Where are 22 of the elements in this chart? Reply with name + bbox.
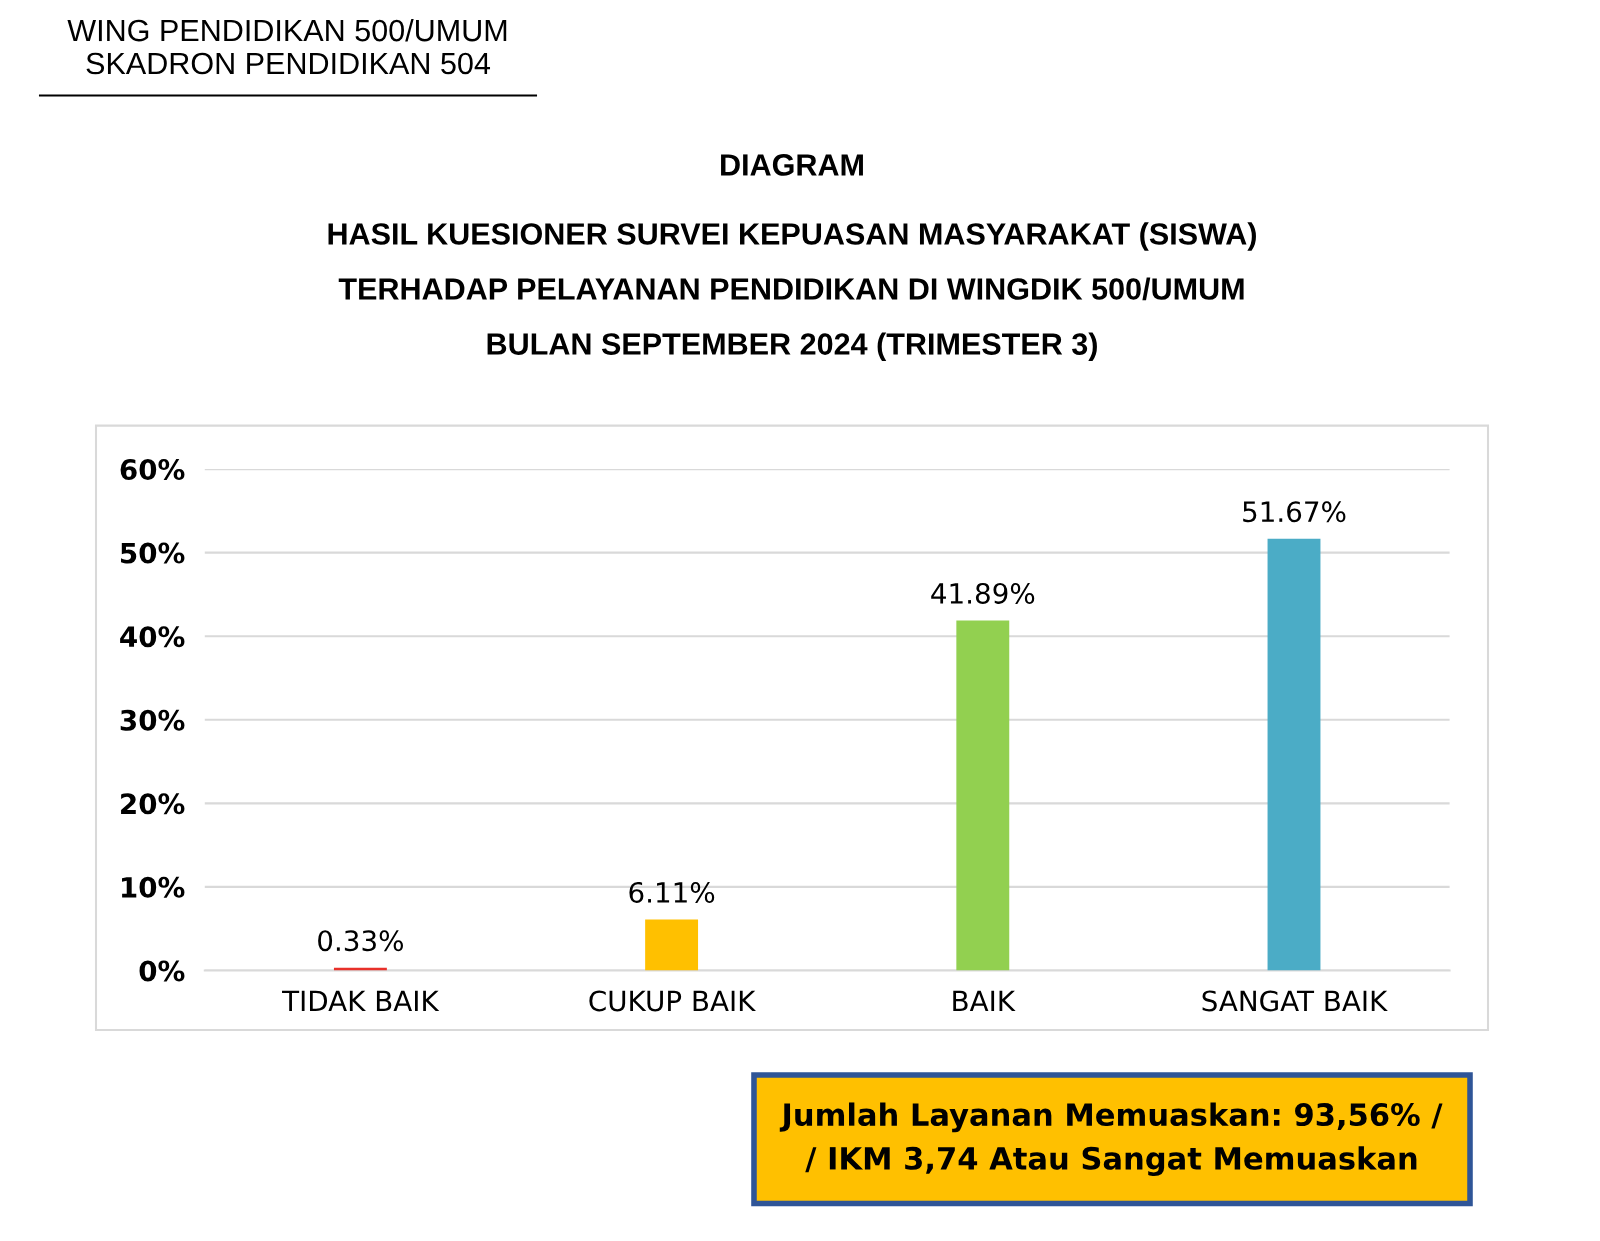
y-tick-label: 0% <box>139 960 185 982</box>
y-tick-label: 10% <box>122 876 185 898</box>
y-tick-label: 20% <box>121 793 185 815</box>
y-tick-label: 40% <box>120 626 185 648</box>
data-label: 0.33% <box>318 930 403 952</box>
bar <box>956 620 1010 971</box>
x-tick-label: BAIK <box>953 990 1016 1012</box>
data-label: 51.67% <box>1243 501 1346 523</box>
chart-subtitle: HASIL KUESIONER SURVEI KEPUASAN MASYARAKAT (SISWA) TERHADAP PELAYANAN PENDIDIKAN DI WINGDIK 500/UMUM BULAN SEPTEMBER 2024 (TRIMESTER 3) <box>328 222 1256 361</box>
text: WING PENDIDIKAN 500/UMUM SKADRON PENDIDIKAN 504 <box>67 18 507 75</box>
bar <box>645 919 699 971</box>
x-tick-label: TIDAK BAIK <box>282 990 440 1012</box>
y-tick-label: 60% <box>120 459 185 481</box>
chart-title: DIAGRAM <box>721 154 863 176</box>
x-tick-label: CUKUP BAIK <box>589 990 756 1012</box>
x-tick-label: SANGAT BAIK <box>1202 990 1388 1012</box>
bar <box>1267 538 1321 971</box>
text: Jumlah Layanan Memuaskan: 93,56% / / IKM 3,74 Atau Sangat Memuaskan <box>779 1102 1443 1177</box>
y-tick-label: 50% <box>121 542 185 564</box>
data-label: 41.89% <box>931 582 1035 604</box>
y-tick-label: 30% <box>120 709 185 731</box>
data-label: 6.11% <box>629 881 715 903</box>
